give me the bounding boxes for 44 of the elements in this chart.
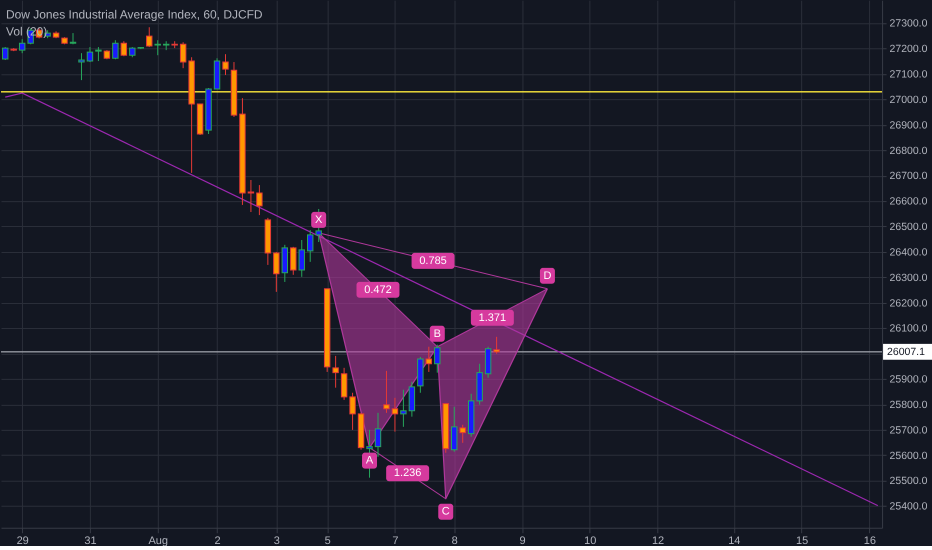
x-tick-label: 16 [864,535,876,548]
annotation: B [434,328,441,340]
y-tick-label: 26400.0 [890,247,928,258]
annotation: 1.371 [478,312,506,324]
y-tick-label: 25700.0 [890,425,928,436]
x-tick-label: 14 [728,535,740,548]
y-tick-label: 26900.0 [890,120,928,132]
x-tick-label: 8 [452,535,458,548]
y-tick-label: 26800.0 [890,146,928,157]
annotation: 1.236 [394,467,422,480]
annotation: C [442,506,450,518]
y-tick-label: 27100.0 [890,70,928,81]
y-tick-label: 26500.0 [890,222,928,234]
y-tick-label: 26100.0 [890,324,928,335]
x-tick-label: 5 [324,535,331,548]
x-tick-label: 7 [392,535,398,548]
x-tick-label: 10 [584,535,596,548]
y-tick-label: 25600.0 [890,450,928,462]
y-tick-label: 25900.0 [890,374,928,386]
x-tick-label: 15 [796,535,808,548]
annotation: A [366,454,374,467]
annotation: 0.472 [364,284,392,296]
x-tick-label: 31 [84,535,97,548]
y-tick-label: 27200.0 [890,44,928,56]
y-tick-label: 26600.0 [890,196,928,208]
x-tick-label: 9 [519,535,526,548]
annotation: X [315,214,324,226]
y-tick-label: 26700.0 [890,171,928,182]
y-tick-label: 25800.0 [890,400,928,411]
text: Dow Jones Industrial Average Index, 60, DJCFD [6,7,263,22]
x-tick-label: 29 [16,535,29,548]
y-tick-label: 25500.0 [890,476,928,488]
annotation: Vol (20) [6,24,48,38]
annotation: 0.785 [419,254,447,267]
y-tick-label: 27000.0 [890,94,928,106]
y-tick-label: 26200.0 [890,298,928,310]
annotation: D [543,270,552,282]
y-tick-label: 27300.0 [890,18,928,30]
y-tick-label: 25400.0 [890,502,928,513]
x-tick-label: 12 [652,535,664,548]
x-tick-label: 3 [274,535,280,548]
y-tick-label: 26300.0 [890,272,928,284]
ref-line-label: 26007.1 [887,346,926,358]
x-tick-label: 2 [214,535,221,548]
